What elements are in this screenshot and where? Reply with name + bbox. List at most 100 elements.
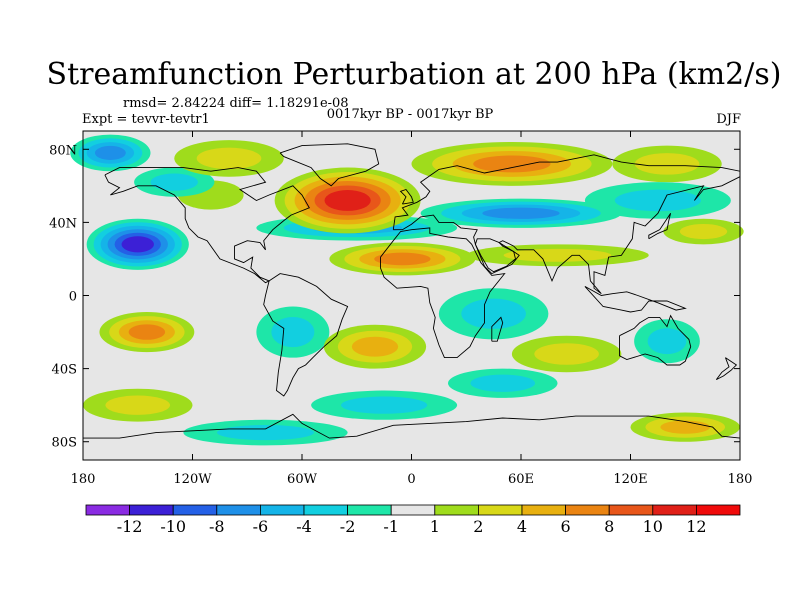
coastline-north-america — [104, 167, 310, 284]
colorbar-label: -4 — [296, 517, 312, 536]
colorbar-swatch — [434, 504, 479, 516]
y-tick-label: 40S — [52, 363, 77, 378]
y-tick-label: 80S — [52, 436, 77, 451]
plot-area — [70, 131, 744, 460]
contour-antarctica-east-pos-2 — [660, 420, 711, 434]
contour-southern-ocean-atlantic-neg-1 — [341, 396, 428, 414]
y-tick-label: 80N — [49, 143, 77, 158]
coastline-greenland — [279, 143, 380, 187]
x-tick-label: 0 — [407, 472, 415, 487]
feature-north-pacific-subtrop-neg — [86, 218, 189, 270]
contour-north-pacific-high-lat-neg-3 — [94, 145, 126, 160]
colorbar-label: 10 — [643, 517, 663, 536]
feature-south-asia-pos — [466, 244, 649, 267]
colorbar-swatch — [608, 504, 654, 516]
colorbar-label: -10 — [160, 517, 186, 536]
coastlines — [83, 143, 741, 439]
coastline-europe-asia — [392, 154, 741, 295]
colorbar-label: -6 — [253, 517, 269, 536]
contour-south-atlantic-pos-2 — [351, 336, 399, 357]
contour-antarctica-west-neg-1 — [217, 425, 314, 441]
contour-southern-ocean-indian-neg-1 — [470, 374, 536, 392]
colorbar-label: 4 — [517, 517, 527, 536]
coastline-arabia — [474, 238, 517, 273]
feature-south-indian-pos — [511, 335, 622, 373]
contour-central-asia-neg-3 — [482, 207, 560, 219]
coastline-japan — [648, 213, 672, 240]
colorbar-swatch — [390, 504, 436, 516]
colorbar-swatch — [347, 504, 392, 516]
feature-south-america-neg — [256, 306, 330, 358]
colorbar-swatch — [129, 504, 174, 516]
contour-south-america-neg-1 — [271, 316, 315, 348]
feature-south-pacific-pos — [99, 311, 195, 353]
feature-indian-ocean-neg — [438, 288, 549, 340]
y-tick-label: 40N — [49, 216, 77, 231]
contour-australia-neg-1 — [647, 328, 687, 355]
coastline-africa — [380, 227, 506, 359]
feature-west-pacific-pos — [663, 218, 744, 245]
contour-south-indian-pos-1 — [534, 343, 599, 365]
colorbar-label: 1 — [430, 517, 440, 536]
colorbar-swatch — [565, 504, 610, 516]
feature-southern-ocean-pacific-pos — [83, 388, 193, 422]
colorbar-swatch — [216, 504, 261, 516]
contour-arctic-canada-pos-1 — [196, 147, 262, 170]
x-tick-label: 120E — [613, 472, 647, 487]
contour-southern-ocean-pacific-pos-1 — [105, 395, 171, 415]
x-tick-label: 60W — [287, 472, 318, 487]
coastline-uk — [399, 188, 414, 205]
coastline-south-america — [263, 273, 349, 397]
feature-southern-ocean-indian-neg — [448, 368, 558, 398]
y-axis: 80N 40N 0 40S 80S — [49, 143, 740, 451]
coastline-indonesia — [584, 286, 687, 313]
contour-east-siberia-pos-1 — [634, 153, 700, 175]
colorbar-label: 12 — [686, 517, 706, 536]
feature-central-asia-neg — [420, 198, 622, 228]
contour-sahara-pos-3 — [374, 252, 431, 266]
season-label: DJF — [716, 112, 741, 127]
feature-north-pacific-high-lat-neg — [70, 134, 151, 172]
contour-north-atlantic-pos-5 — [324, 190, 371, 211]
experiment-label: Expt = tevvr-tevtr1 — [82, 112, 210, 127]
contour-south-pacific-pos-3 — [128, 324, 166, 340]
colorbar-swatch — [303, 504, 348, 516]
feature-eurasia-high-lat-pos — [411, 141, 613, 186]
feature-antarctica-west-neg — [183, 419, 348, 446]
contour-east-asia-neg-1 — [614, 189, 701, 212]
x-tick-label: 180 — [728, 472, 753, 487]
x-tick-label: 120W — [173, 472, 212, 487]
feature-east-siberia-pos — [612, 145, 722, 183]
feature-antarctica-east-pos — [630, 412, 740, 442]
colorbar-swatch — [259, 504, 305, 516]
feature-south-atlantic-pos — [323, 324, 427, 369]
feature-east-asia-neg — [584, 182, 731, 219]
colorbar-label: -1 — [383, 517, 399, 536]
period-label: 0017kyr BP - 0017kyr BP — [327, 107, 494, 122]
colorbar-label: -12 — [117, 517, 143, 536]
coastline-madagascar — [491, 316, 504, 342]
colorbar-swatch — [85, 504, 130, 516]
x-tick-label: 180 — [71, 472, 96, 487]
coastline-antarctica — [83, 413, 741, 439]
feature-sahara-pos — [329, 242, 476, 276]
colorbar-label: 6 — [561, 517, 571, 536]
chart-title: Streamfunction Perturbation at 200 hPa (… — [47, 57, 782, 92]
feature-arctic-canada-pos — [174, 140, 284, 177]
x-axis: 180 120W 60W 0 60E 120E 180 — [71, 131, 753, 487]
colorbar: -12 -10 -8 -6 -4 -2 -1 1 2 4 6 8 10 12 — [85, 504, 741, 536]
colorbar-swatch — [696, 504, 741, 516]
colorbar-swatch — [477, 504, 523, 516]
x-tick-label: 60E — [508, 472, 534, 487]
feature-southern-ocean-atlantic-neg — [311, 390, 458, 420]
colorbar-swatch — [172, 504, 218, 516]
contour-indian-ocean-neg-1 — [461, 298, 526, 329]
colorbar-label: -2 — [340, 517, 356, 536]
feature-north-pacific-high-lat-neg2 — [134, 167, 215, 197]
contour-north-pacific-high-lat-neg2-1 — [150, 173, 198, 191]
feature-australia-neg — [634, 319, 700, 364]
contour-eurasia-high-lat-pos-3 — [473, 155, 551, 173]
colorbar-label: 8 — [604, 517, 614, 536]
coastline-australia — [619, 314, 692, 366]
